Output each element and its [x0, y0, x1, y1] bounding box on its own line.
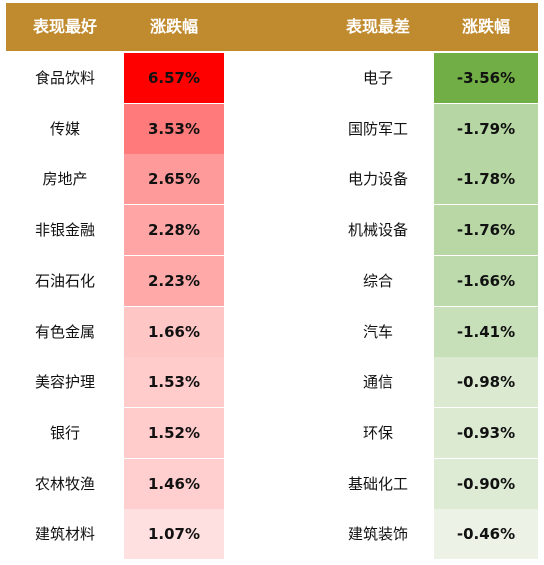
sector-performance-table: 表现最好 涨跌幅 表现最差 涨跌幅 食品饮料 6.57% 电子 -3.56% 传媒 3.5… — [6, 3, 538, 560]
best-sector-name: 农林牧渔 — [34, 474, 95, 493]
best-sector-name: 建筑材料 — [34, 525, 95, 544]
best-sector-name: 传媒 — [49, 119, 80, 138]
worst-sector-name: 电子 — [362, 69, 393, 87]
worst-sector-change: -3.56% — [434, 53, 538, 103]
worst-sector-change: -1.78% — [434, 154, 538, 205]
header-worst-label: 表现最差 — [345, 17, 410, 36]
table-row: 传媒 3.53% 国防军工 -1.79% — [6, 103, 538, 154]
best-sector-change: 2.23% — [124, 255, 224, 306]
worst-sector-name: 基础化工 — [347, 474, 408, 493]
best-sector-change: 1.52% — [124, 407, 224, 458]
best-sector-change: 2.65% — [124, 154, 224, 205]
worst-sector-name: 国防军工 — [347, 119, 408, 138]
best-sector-change: 1.46% — [124, 458, 224, 509]
table-row: 非银金融 2.28% 机械设备 -1.76% — [6, 205, 538, 256]
worst-sector-change: -1.41% — [434, 306, 538, 357]
table-header: 表现最好 涨跌幅 表现最差 涨跌幅 — [6, 3, 538, 51]
best-sector-name: 房地产 — [42, 170, 88, 189]
worst-sector-name: 电力设备 — [347, 170, 408, 189]
best-sector-name: 非银金融 — [34, 221, 95, 240]
worst-sector-change: -0.90% — [434, 458, 538, 509]
worst-sector-change: -1.79% — [434, 103, 538, 154]
worst-sector-change: -0.93% — [434, 407, 538, 458]
table-row: 农林牧渔 1.46% 基础化工 -0.90% — [6, 458, 538, 509]
worst-sector-change: -1.66% — [434, 255, 538, 306]
header-worst-change-label: 涨跌幅 — [461, 17, 510, 36]
table-row: 建筑材料 1.07% 建筑装饰 -0.46% — [6, 509, 538, 560]
worst-sector-change: -1.76% — [434, 205, 538, 256]
worst-sector-name: 综合 — [362, 271, 393, 290]
best-sector-change: 3.53% — [124, 103, 224, 154]
best-sector-change: 1.07% — [124, 509, 224, 560]
worst-sector-name: 机械设备 — [347, 221, 408, 240]
worst-sector-name: 通信 — [362, 373, 393, 392]
worst-sector-name: 建筑装饰 — [347, 525, 408, 544]
best-sector-change: 6.57% — [124, 53, 224, 103]
best-sector-name: 有色金属 — [34, 322, 95, 341]
best-sector-name: 石油石化 — [34, 271, 95, 290]
table-row: 食品饮料 6.57% 电子 -3.56% — [6, 53, 538, 103]
worst-sector-change: -0.46% — [434, 509, 538, 560]
best-sector-change: 2.28% — [124, 205, 224, 256]
best-sector-name: 食品饮料 — [34, 69, 95, 87]
worst-sector-change: -0.98% — [434, 357, 538, 408]
best-sector-name: 美容护理 — [34, 373, 95, 392]
table-row: 美容护理 1.53% 通信 -0.98% — [6, 357, 538, 408]
best-sector-change: 1.53% — [124, 357, 224, 408]
table-row: 房地产 2.65% 电力设备 -1.78% — [6, 154, 538, 205]
header-best-change-label: 涨跌幅 — [149, 17, 198, 36]
worst-sector-name: 环保 — [362, 423, 393, 442]
worst-sector-name: 汽车 — [362, 322, 393, 341]
table-row: 有色金属 1.66% 汽车 -1.41% — [6, 306, 538, 357]
best-sector-change: 1.66% — [124, 306, 224, 357]
table-row: 银行 1.52% 环保 -0.93% — [6, 407, 538, 458]
header-best-label: 表现最好 — [32, 17, 97, 36]
best-sector-name: 银行 — [49, 423, 80, 442]
table-row: 石油石化 2.23% 综合 -1.66% — [6, 255, 538, 306]
